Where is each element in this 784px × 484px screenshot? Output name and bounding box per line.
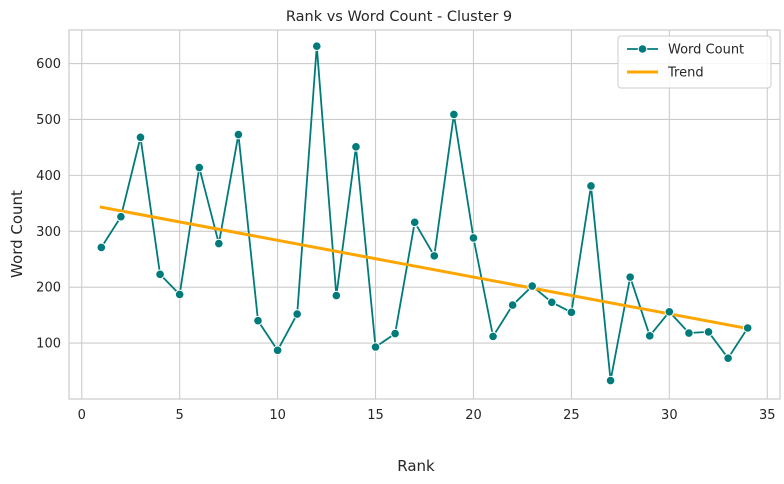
word-count-point (155, 269, 165, 280)
x-tick-label: 10 (269, 408, 286, 423)
y-tick-label: 300 (36, 225, 61, 240)
word-count-point (488, 331, 498, 342)
word-count-point (214, 238, 224, 249)
word-count-point (507, 300, 518, 310)
word-count-point (586, 181, 596, 191)
word-count-point (116, 211, 126, 222)
y-tick-label: 100 (36, 337, 61, 352)
chart-title: Rank vs Word Count - Cluster 9 (286, 9, 512, 25)
word-count-point (605, 375, 616, 386)
word-count-point (390, 328, 400, 339)
word-count-point (253, 315, 263, 326)
word-count-point (174, 289, 185, 300)
word-count-point (409, 217, 420, 228)
word-count-point (429, 251, 440, 261)
series-layer (96, 41, 753, 386)
word-count-line (100, 45, 749, 382)
legend-trend-label: Trend (667, 66, 704, 81)
word-count-point (96, 242, 107, 253)
word-count-point (566, 307, 577, 318)
grid (69, 30, 780, 399)
word-count-point (664, 306, 675, 317)
y-tick-label: 400 (36, 169, 61, 184)
word-count-point (351, 142, 361, 152)
word-count-point (135, 132, 146, 143)
word-count-point (723, 353, 733, 363)
x-tick-label: 25 (563, 408, 580, 423)
word-count-point (311, 41, 322, 52)
word-count-point (644, 331, 655, 341)
x-tick-label: 15 (367, 408, 384, 423)
x-tick-label: 0 (78, 408, 86, 423)
x-axis-ticks: 0 5 10 15 20 25 30 35 (78, 408, 776, 423)
word-count-point (703, 327, 714, 337)
legend: Word Count Trend (617, 35, 772, 89)
word-count-point (292, 309, 302, 319)
word-count-point (370, 342, 381, 352)
trend-line (99, 205, 750, 331)
word-count-point (527, 281, 538, 291)
word-count-point (742, 323, 753, 333)
word-count-point (468, 233, 479, 243)
plot-frame (68, 29, 781, 400)
x-tick-label: 30 (661, 408, 678, 423)
y-axis-ticks: 100 200 300 400 500 600 (36, 57, 61, 352)
word-count-point (272, 345, 283, 356)
x-tick-label: 5 (176, 408, 184, 423)
y-tick-label: 200 (36, 281, 61, 296)
y-axis-label: Word Count (8, 190, 26, 278)
x-axis-label: Rank (397, 457, 435, 475)
legend-word-count-label: Word Count (668, 43, 744, 58)
word-count-point (449, 109, 459, 120)
y-tick-label: 600 (36, 57, 61, 72)
legend-word-count-marker (637, 44, 648, 54)
word-count-point (331, 290, 342, 301)
word-count-point (194, 162, 205, 173)
y-tick-label: 500 (36, 113, 61, 128)
x-tick-label: 35 (759, 408, 776, 423)
plot-border (68, 29, 781, 400)
word-count-point (684, 328, 694, 338)
word-count-point (625, 272, 635, 282)
x-tick-label: 20 (465, 408, 482, 423)
word-count-point (547, 297, 557, 308)
word-count-point (233, 129, 244, 140)
